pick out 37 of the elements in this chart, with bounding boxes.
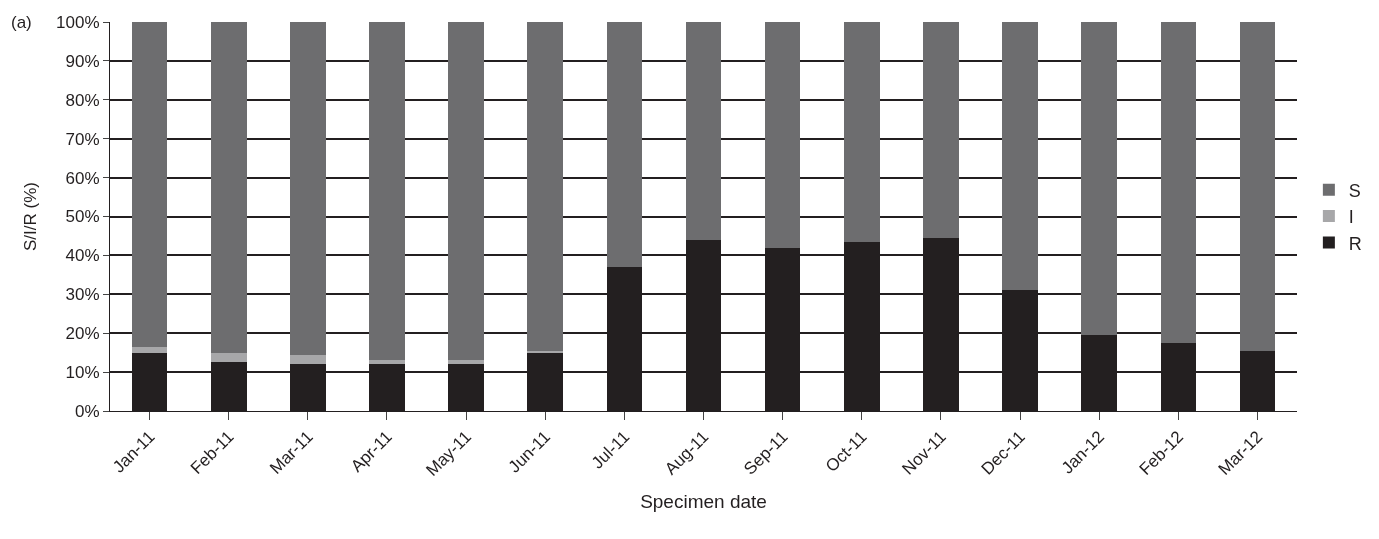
bar [606, 22, 643, 268]
y-tick-label: 20% [65, 324, 100, 344]
bar [290, 22, 326, 355]
bar [1239, 22, 1276, 351]
bar [1002, 22, 1038, 291]
y-tick-label: 60% [65, 168, 100, 188]
bar [448, 22, 484, 361]
bar [685, 22, 722, 240]
bar [843, 22, 880, 242]
y-tick-label: 90% [65, 51, 100, 71]
legend-label: I [1348, 207, 1354, 228]
bar [210, 22, 247, 353]
y-tick-label: 80% [65, 90, 100, 110]
bar [131, 22, 168, 347]
bar [923, 22, 959, 238]
bar [1160, 22, 1197, 343]
bar [369, 22, 405, 361]
x-axis-title: Specimen date [640, 490, 767, 512]
legend-label: S [1348, 180, 1361, 201]
y-axis-title: S/I/R (%) [20, 182, 40, 251]
bar [290, 354, 326, 365]
bar [527, 22, 564, 351]
bar [764, 22, 801, 248]
legend-label: R [1348, 233, 1362, 254]
bar [448, 360, 484, 365]
bar [1081, 22, 1117, 336]
bar [210, 352, 247, 363]
y-tick-label: 30% [65, 285, 100, 305]
y-tick-label: 0% [75, 401, 100, 421]
y-tick-label: 100% [56, 12, 100, 32]
text: (a) [11, 13, 32, 32]
bar [131, 346, 168, 353]
y-tick-label: 10% [65, 363, 100, 383]
y-tick-label: 70% [65, 129, 100, 149]
y-tick-label: 50% [65, 207, 100, 227]
bar [369, 360, 405, 365]
y-tick-label: 40% [65, 246, 100, 266]
